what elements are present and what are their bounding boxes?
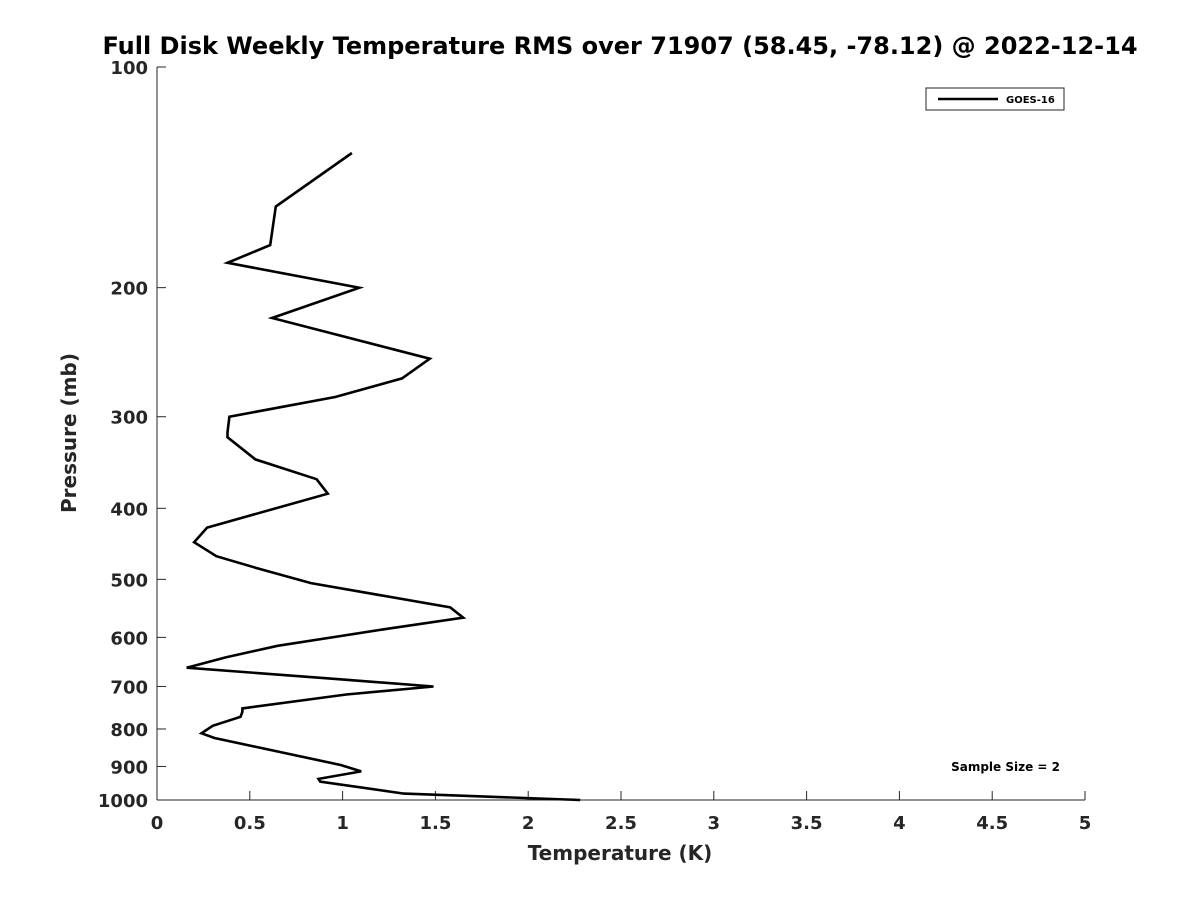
legend: GOES-16 [925, 87, 1065, 111]
y-tick-label: 400 [110, 499, 148, 520]
x-tick-label: 0 [151, 813, 164, 834]
sample-size-annotation: Sample Size = 2 [951, 760, 1060, 774]
x-tick-label: 1 [336, 813, 349, 834]
x-tick-label: 0.5 [234, 813, 266, 834]
y-tick-label: 100 [110, 58, 148, 79]
x-tick-label: 2.5 [605, 813, 637, 834]
y-tick-label: 700 [110, 677, 148, 698]
series-line-goes-16 [186, 151, 581, 802]
x-tick-label: 4 [893, 813, 906, 834]
y-tick-label: 300 [110, 408, 148, 429]
y-axis-label: Pressure (mb) [57, 353, 81, 513]
y-tick-label: 600 [110, 628, 148, 649]
x-tick-label: 3 [708, 813, 721, 834]
series-layer [186, 151, 581, 802]
y-tick-label: 500 [110, 570, 148, 591]
x-axis-label: Temperature (K) [528, 841, 713, 865]
x-tick-label: 1.5 [419, 813, 451, 834]
x-tick-label: 2 [522, 813, 535, 834]
x-tick-label: 4.5 [976, 813, 1008, 834]
axes: 0 0.5 1 1.5 2 2.5 3 3.5 4 4.5 5 100 200 300 400 500 600 7… [98, 58, 1091, 834]
y-tick-label: 900 [110, 757, 148, 778]
x-tick-label: 5 [1079, 813, 1092, 834]
chart-title: Full Disk Weekly Temperature RMS over 71… [102, 32, 1137, 60]
legend-entry-label: GOES-16 [1006, 95, 1055, 106]
y-tick-label: 1000 [98, 791, 148, 812]
y-tick-label: 800 [110, 720, 148, 741]
x-tick-label: 3.5 [791, 813, 823, 834]
y-tick-label: 200 [110, 279, 148, 300]
